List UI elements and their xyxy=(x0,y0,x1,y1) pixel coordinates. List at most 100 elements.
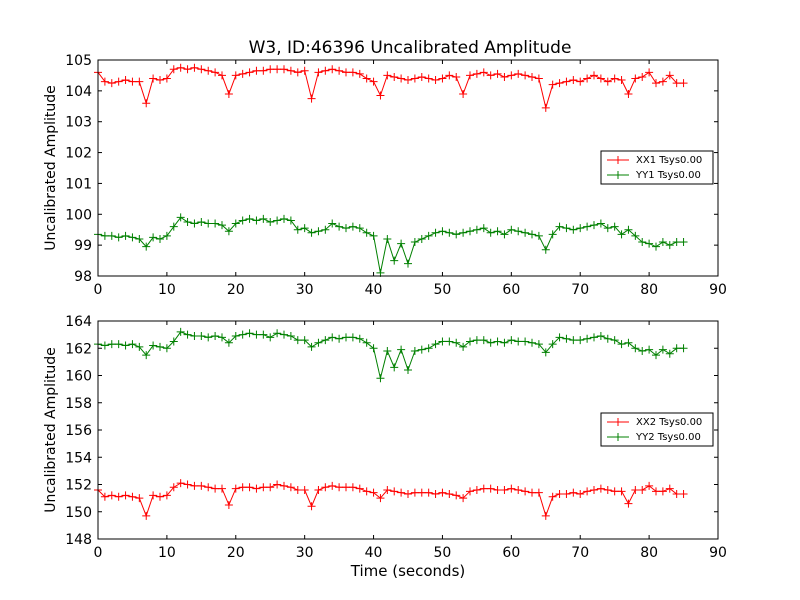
bottom-ytick-label: 158 xyxy=(65,396,92,412)
top-xtick-label: 20 xyxy=(227,282,245,298)
top-series-1-point xyxy=(603,224,612,233)
top-series-0-point xyxy=(156,76,164,85)
top-series-1-point xyxy=(231,219,240,228)
bottom-xtick-label: 20 xyxy=(227,545,245,561)
top-series-1-point xyxy=(314,227,323,236)
bottom-series-1-point xyxy=(665,349,674,358)
bottom-series-1-point xyxy=(638,346,647,355)
top-series-0-point xyxy=(176,63,185,72)
bottom-series-0-point xyxy=(307,502,316,511)
top-series-1-point xyxy=(362,228,371,237)
bottom-series-0-point xyxy=(314,485,323,494)
top-series-0-point xyxy=(617,76,626,85)
bottom-series-1-point xyxy=(197,331,206,340)
bottom-xtick-label: 10 xyxy=(158,545,176,561)
bottom-series-1-point xyxy=(149,341,158,350)
bottom-series-1-point xyxy=(410,346,419,355)
top-xtick-label: 10 xyxy=(158,282,176,298)
bottom-series-1-point xyxy=(383,346,392,355)
bottom-series-1-point xyxy=(114,340,123,349)
top-series-1-point xyxy=(658,238,667,247)
top-series-0-point xyxy=(204,66,213,75)
bottom-series-0-point xyxy=(410,488,419,497)
top-series-1-point xyxy=(672,238,681,247)
top-series-0-point xyxy=(190,63,199,72)
top-series-1-point xyxy=(665,241,674,250)
top-series-1-point xyxy=(211,219,220,228)
bottom-series-1-point xyxy=(321,336,330,345)
top-series-1-point xyxy=(555,222,564,231)
top-ytick-label: 101 xyxy=(65,176,92,192)
top-series-0-point xyxy=(376,91,385,100)
top-series-0-point xyxy=(583,74,592,83)
top-ytick-label: 99 xyxy=(74,238,92,254)
top-series-1-point xyxy=(652,242,660,251)
bottom-series-0-point xyxy=(162,491,171,500)
bottom-series-0-point xyxy=(466,487,474,496)
bottom-series-0-point xyxy=(383,485,392,494)
bottom-series-0-point xyxy=(493,485,502,494)
bottom-series-0-point xyxy=(424,488,433,497)
bottom-series-0-point xyxy=(679,490,688,499)
top-series-0-point xyxy=(369,77,378,86)
bottom-series-1-point xyxy=(603,334,612,343)
top-ytick-label: 105 xyxy=(65,53,92,69)
top-series-1-point xyxy=(162,231,171,240)
bottom-series-0-point xyxy=(397,488,406,497)
top-series-0-point xyxy=(500,72,509,81)
top-series-0-point xyxy=(638,72,647,81)
bottom-series-1-point xyxy=(355,334,364,343)
top-series-0-point xyxy=(534,74,543,83)
bottom-series-0-point xyxy=(252,484,261,493)
top-series-1-point xyxy=(479,224,488,233)
bottom-series-0-point xyxy=(335,483,344,492)
top-series-1-point xyxy=(321,225,330,234)
bottom-series-0-point xyxy=(100,492,109,501)
top-series-1-point xyxy=(259,214,268,223)
bottom-series-1-point xyxy=(176,327,185,336)
top-series-1-point xyxy=(521,228,530,237)
bottom-series-1-point xyxy=(390,363,399,372)
legend-label-yy2: YY2 Tsys0.00 xyxy=(635,432,701,443)
top-series-1-point xyxy=(590,221,598,230)
top-xtick-label: 40 xyxy=(365,282,383,298)
top-series-0-point xyxy=(383,71,392,80)
bottom-series-1-point xyxy=(452,338,461,347)
top-series-0-point xyxy=(307,94,316,103)
top-series-0-point xyxy=(445,71,454,80)
top-series-0-point xyxy=(410,74,419,83)
bottom-series-0-point xyxy=(293,485,302,494)
top-series-0-point xyxy=(590,71,598,80)
top-series-0-point xyxy=(293,68,302,77)
top-series-1-point xyxy=(176,213,185,222)
bottom-ytick-label: 150 xyxy=(65,505,92,521)
bottom-series-0-point xyxy=(507,484,516,493)
top-series-1-point xyxy=(638,238,647,247)
bottom-series-1-point xyxy=(328,333,337,342)
bottom-series-1-point xyxy=(245,329,254,338)
bottom-series-1-point xyxy=(100,341,109,350)
bottom-series-0-point xyxy=(149,491,158,500)
top-series-1-point xyxy=(507,225,516,234)
top-series-1-point xyxy=(576,224,585,233)
top-series-1-point xyxy=(100,231,109,240)
top-xtick-label: 80 xyxy=(640,282,658,298)
legend-label-xx1: XX1 Tsys0.00 xyxy=(636,155,702,166)
bottom-series-0-point xyxy=(169,483,178,492)
bottom-series-1-point xyxy=(286,331,295,340)
bottom-series-1-point xyxy=(493,337,502,346)
top-series-0-point xyxy=(472,69,481,78)
top-series-1-point xyxy=(541,245,550,254)
bottom-series-0-point xyxy=(452,491,461,500)
top-series-1-point xyxy=(562,224,571,233)
bottom-series-1-point xyxy=(107,340,116,349)
top-series-0-point xyxy=(541,103,550,112)
bottom-series-1-point xyxy=(404,366,412,375)
bottom-series-1-point xyxy=(369,344,378,353)
top-series-1-point xyxy=(307,228,316,237)
bottom-series-0-point xyxy=(534,488,543,497)
top-ytick-label: 98 xyxy=(74,269,92,285)
bottom-series-0-point xyxy=(576,490,585,499)
top-series-1-point xyxy=(280,214,288,223)
